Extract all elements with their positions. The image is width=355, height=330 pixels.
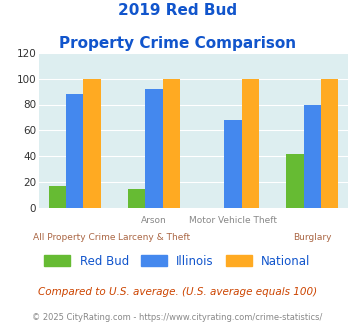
Bar	[304, 105, 321, 208]
Text: Compared to U.S. average. (U.S. average equals 100): Compared to U.S. average. (U.S. average …	[38, 287, 317, 297]
Bar	[321, 79, 338, 208]
Bar	[128, 188, 145, 208]
Text: Larceny & Theft: Larceny & Theft	[118, 233, 190, 242]
Legend: Red Bud, Illinois, National: Red Bud, Illinois, National	[40, 250, 315, 273]
Bar	[83, 79, 101, 208]
Text: Property Crime Comparison: Property Crime Comparison	[59, 36, 296, 51]
Bar	[224, 120, 242, 208]
Bar	[66, 94, 83, 208]
Text: © 2025 CityRating.com - https://www.cityrating.com/crime-statistics/: © 2025 CityRating.com - https://www.city…	[32, 314, 323, 322]
Text: Burglary: Burglary	[293, 233, 332, 242]
Bar	[163, 79, 180, 208]
Bar	[145, 89, 163, 208]
Text: All Property Crime: All Property Crime	[33, 233, 116, 242]
Text: Arson: Arson	[141, 216, 167, 225]
Text: 2019 Red Bud: 2019 Red Bud	[118, 3, 237, 18]
Bar	[242, 79, 259, 208]
Text: Motor Vehicle Theft: Motor Vehicle Theft	[189, 216, 277, 225]
Bar	[49, 186, 66, 208]
Bar	[286, 154, 304, 208]
